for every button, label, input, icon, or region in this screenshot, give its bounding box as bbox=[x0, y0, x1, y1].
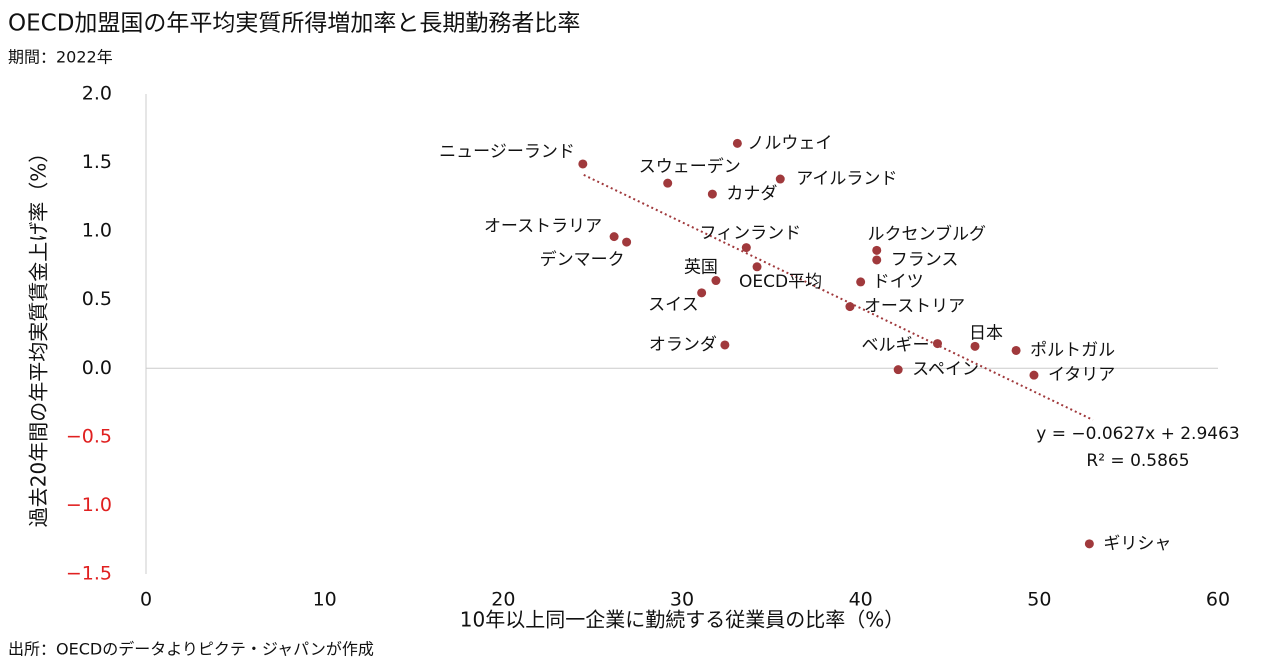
point bbox=[732, 138, 742, 148]
y-tick-label: 0.0 bbox=[82, 357, 112, 379]
y-tick-label: 1.0 bbox=[82, 220, 112, 242]
point-label: ポルトガル bbox=[1030, 340, 1115, 360]
chart-title: OECD加盟国の年平均実質所得増加率と長期勤務者比率 bbox=[8, 11, 580, 37]
y-tick-label: −0.5 bbox=[66, 425, 112, 447]
point bbox=[932, 339, 942, 349]
point bbox=[697, 288, 707, 298]
y-tick-label: −1.5 bbox=[66, 563, 112, 585]
point bbox=[711, 276, 721, 286]
y-tick-label: 1.5 bbox=[82, 151, 112, 173]
trend-r2: R² = 0.5865 bbox=[1086, 451, 1189, 471]
y-axis-label: 過去20年間の年平均実質賃金上げ率（%） bbox=[27, 143, 51, 527]
point-label: 英国 bbox=[684, 258, 718, 278]
point-label: ギリシャ bbox=[1103, 534, 1171, 554]
point-label: ドイツ bbox=[873, 272, 924, 292]
point-label: オーストラリア bbox=[484, 217, 602, 237]
point bbox=[752, 262, 762, 272]
x-tick-label: 10 bbox=[313, 589, 337, 611]
point-label: カナダ bbox=[726, 184, 777, 204]
y-tick-label: 0.5 bbox=[82, 288, 112, 310]
point-label: 日本 bbox=[969, 323, 1003, 343]
point-label: OECD平均 bbox=[739, 272, 822, 292]
point bbox=[970, 341, 980, 351]
y-tick-label: 2.0 bbox=[82, 83, 112, 105]
x-tick-label: 20 bbox=[491, 589, 515, 611]
x-tick-label: 30 bbox=[670, 589, 694, 611]
point bbox=[663, 178, 673, 188]
y-tick-label: −1.0 bbox=[66, 494, 112, 516]
point-label: オーストリア bbox=[864, 297, 965, 317]
point-label: オランダ bbox=[649, 335, 717, 355]
point-label: ノルウェイ bbox=[747, 133, 832, 153]
x-tick-label: 50 bbox=[1027, 589, 1051, 611]
point bbox=[775, 174, 785, 184]
point bbox=[856, 277, 866, 287]
point bbox=[1084, 539, 1094, 549]
point-label: アイルランド bbox=[796, 169, 897, 189]
point-label: スペイン bbox=[912, 360, 979, 380]
point bbox=[845, 302, 855, 312]
subtitle: 期間：2022年 bbox=[8, 48, 113, 67]
point-label: スウェーデン bbox=[639, 156, 741, 177]
x-axis-label: 10年以上同一企業に勤続する従業員の比率（%） bbox=[460, 608, 904, 632]
point bbox=[609, 232, 619, 242]
point-label: ニュージーランド bbox=[439, 142, 575, 162]
point bbox=[741, 243, 751, 253]
x-tick-label: 40 bbox=[849, 589, 873, 611]
x-tick-label: 0 bbox=[140, 589, 152, 611]
point-label: デンマーク bbox=[540, 249, 625, 270]
point bbox=[1011, 345, 1021, 355]
point-label: ベルギー bbox=[861, 336, 929, 356]
point-label: イタリア bbox=[1048, 365, 1115, 385]
point-label: フィンランド bbox=[699, 224, 801, 244]
x-tick-label: 60 bbox=[1206, 589, 1230, 611]
trendline bbox=[583, 173, 1094, 421]
point-label: フランス bbox=[891, 250, 959, 270]
point bbox=[872, 245, 882, 255]
source: 出所：OECDのデータよりピクテ・ジャパンが作成 bbox=[8, 640, 374, 659]
trend-equation: y = −0.0627x + 2.9463 bbox=[1036, 424, 1239, 444]
point-label: スイス bbox=[648, 295, 699, 315]
point bbox=[872, 255, 882, 265]
point bbox=[578, 159, 588, 169]
point bbox=[720, 340, 730, 350]
point-label: ルクセンブルグ bbox=[867, 223, 986, 244]
point bbox=[622, 237, 632, 247]
point bbox=[893, 365, 903, 375]
point bbox=[707, 189, 717, 199]
point bbox=[1029, 370, 1039, 380]
